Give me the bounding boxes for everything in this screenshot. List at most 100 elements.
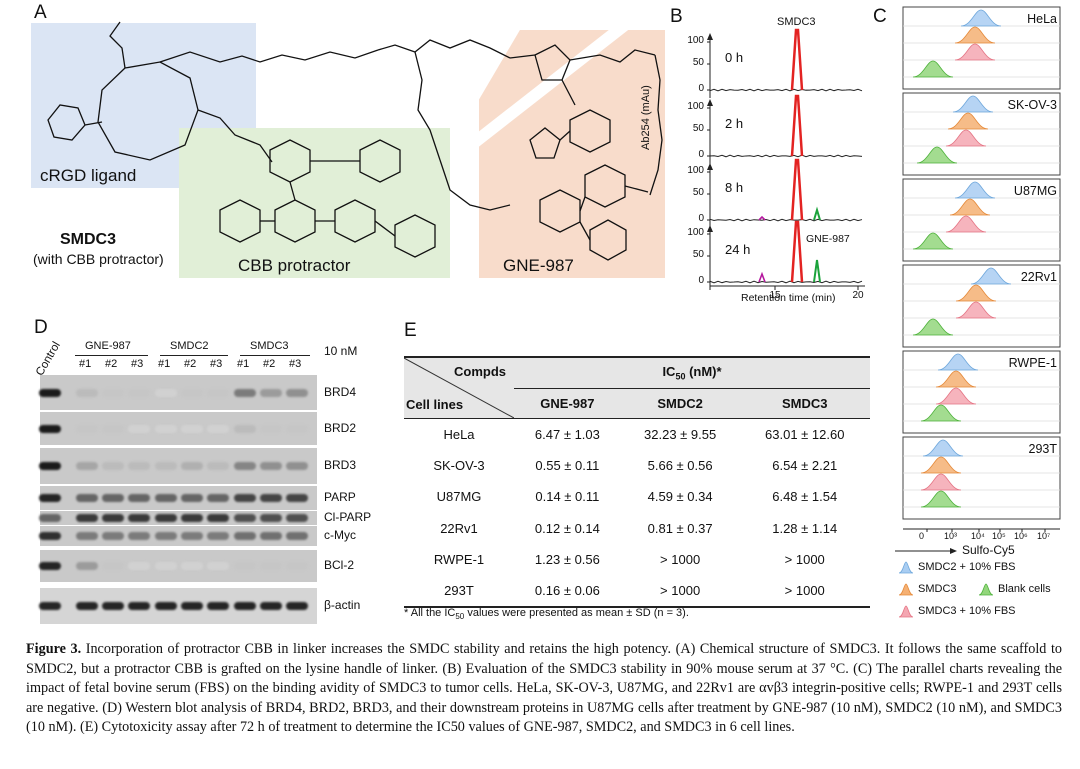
d-band [207, 532, 229, 540]
c-cell-label: U87MG [1013, 184, 1057, 198]
b-gne-peak [813, 259, 821, 283]
d-protein-label: β-actin [324, 598, 361, 612]
figure-caption: Figure 3. Incorporation of protractor CB… [26, 640, 1062, 738]
d-band [207, 602, 229, 610]
caption-label: Figure 3. [26, 641, 82, 657]
c-histogram [945, 215, 987, 233]
smdc3-chemical-structure [47, 21, 663, 261]
d-band [234, 514, 256, 522]
d-band [207, 388, 229, 397]
c-histogram [935, 370, 977, 388]
d-replicate-label: #1 [158, 358, 171, 370]
b-ytick-label: 50 [692, 123, 704, 134]
d-band [155, 494, 177, 502]
c-xtick-label: 10⁵ [992, 531, 1006, 541]
d-band [155, 532, 177, 540]
c-histogram [920, 404, 962, 422]
c-histogram [937, 353, 979, 371]
c-histogram [954, 181, 996, 199]
e-column-header: SMDC2 [657, 395, 703, 411]
d-band [234, 562, 256, 570]
d-band [128, 494, 150, 502]
c-cell-label: SK-OV-3 [1007, 98, 1057, 112]
d-band [39, 532, 61, 540]
e-ic50-value: 4.59 ± 0.34 [647, 489, 713, 505]
b-ytick-label: 100 [687, 101, 704, 112]
b-xtick-label: 20 [852, 290, 864, 301]
e-ic50-value: 0.14 ± 0.11 [535, 489, 600, 505]
d-band [102, 424, 124, 433]
d-replicate-label: #3 [131, 358, 144, 370]
d-band [260, 462, 282, 470]
d-band [39, 494, 61, 502]
d-band [102, 494, 124, 502]
c-legend-label: SMDC3 [918, 583, 957, 595]
d-band [76, 462, 98, 470]
c-box [902, 264, 1061, 348]
d-band [181, 424, 203, 433]
d-band [102, 462, 124, 470]
d-replicate-label: #1 [237, 358, 250, 370]
d-band [76, 532, 98, 540]
d-band [102, 562, 124, 570]
d-band [39, 462, 61, 470]
c-xtick-label: 10⁶ [1014, 531, 1028, 541]
e-cell-line: 22Rv1 [440, 520, 478, 536]
d-band [128, 514, 150, 522]
d-band [234, 602, 256, 610]
d-band [181, 562, 203, 570]
cbb-protractor-label: CBB protractor [238, 256, 351, 275]
b-xlabel: Retention time (min) [741, 292, 836, 304]
b-ytick-label: 50 [692, 249, 704, 260]
d-band [234, 532, 256, 540]
c-histogram [955, 284, 997, 302]
d-group-label: SMDC2 [170, 340, 209, 352]
d-band [260, 532, 282, 540]
d-band [128, 602, 150, 610]
c-legend-shape [978, 583, 994, 596]
d-band [155, 514, 177, 522]
c-legend-shape [898, 561, 914, 574]
e-cell-line: U87MG [436, 489, 482, 505]
d-band [260, 514, 282, 522]
d-band [234, 462, 256, 470]
c-cell-label: HeLa [1027, 12, 1057, 26]
c-xtick-label: 0 [919, 531, 925, 541]
e-ic50-value: > 1000 [784, 583, 825, 599]
d-band [260, 424, 282, 433]
d-band [39, 602, 61, 610]
e-cell-line: 293T [444, 583, 474, 599]
caption-text: Incorporation of protractor CBB in linke… [26, 641, 1062, 735]
e-table-row: 22Rv1 0.12 ± 0.14 0.81 ± 0.37 1.28 ± 1.14 [404, 513, 870, 545]
d-replicate-label: #3 [210, 358, 223, 370]
b-ytick-label: 0 [698, 275, 704, 286]
d-band [234, 424, 256, 433]
d-band [181, 388, 203, 397]
c-legend-swatch [978, 583, 994, 596]
d-band [76, 424, 98, 433]
d-band [128, 532, 150, 540]
d-band [286, 514, 308, 522]
d-blot-membrane [40, 526, 317, 546]
e-ic50-value: 32.23 ± 9.55 [644, 426, 717, 442]
d-replicate-label: #1 [79, 358, 92, 370]
c-histogram [920, 490, 962, 508]
d-group-bar [240, 355, 310, 356]
d-band [181, 462, 203, 470]
d-band [102, 514, 124, 522]
c-histogram [970, 267, 1012, 285]
d-band [286, 494, 308, 502]
c-histogram [912, 60, 954, 78]
cell-lines-header: Cell lines [406, 396, 464, 412]
d-band [260, 602, 282, 610]
smdc3-subtitle: (with CBB protractor) [33, 251, 164, 267]
c-arrow-head [950, 548, 957, 554]
c-histogram [920, 456, 962, 474]
b-ytick-label: 0 [698, 149, 704, 160]
c-cell-label: 22Rv1 [1020, 270, 1057, 284]
d-band [76, 602, 98, 610]
d-band [286, 562, 308, 570]
e-ic50-value: 0.12 ± 0.14 [534, 520, 600, 536]
d-band [155, 562, 177, 570]
b-smdc3-peak [790, 220, 804, 283]
